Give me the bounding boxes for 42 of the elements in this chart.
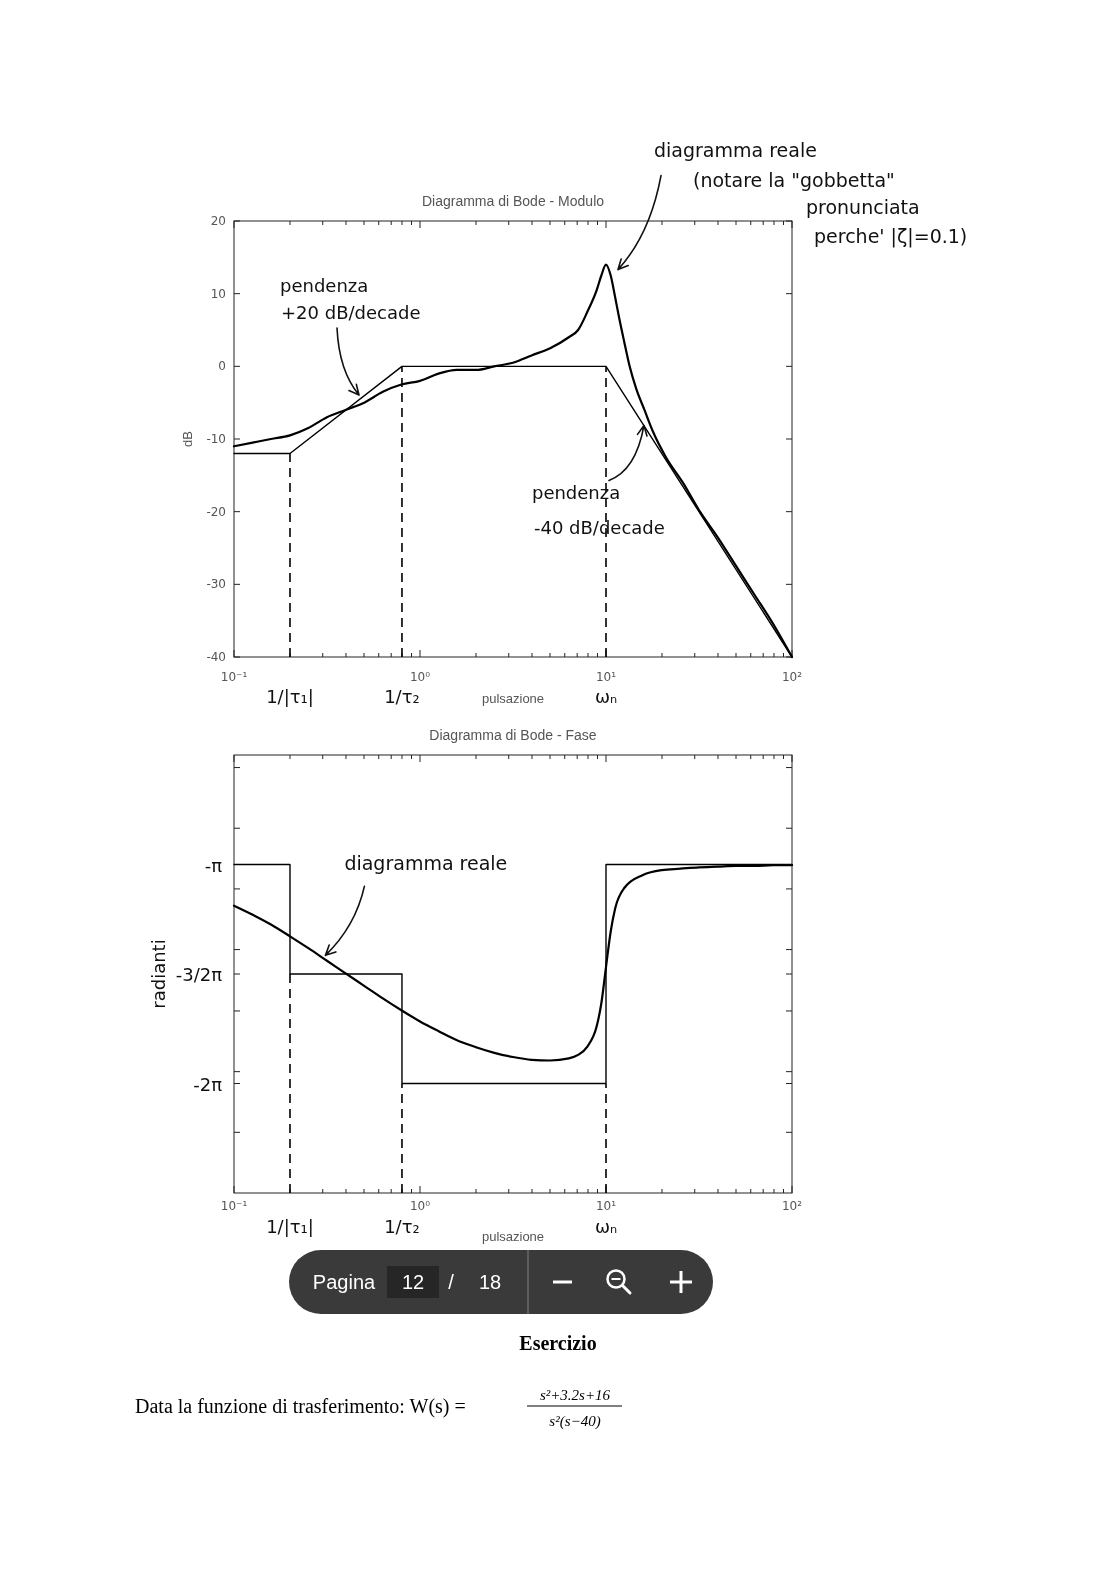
ref-line-label: ωₙ (594, 1216, 618, 1237)
ref-line-label: ωₙ (594, 686, 618, 707)
y-tick-label: 10 (210, 286, 226, 301)
y-tick-label: 0 (218, 359, 226, 374)
y-tick-label: 20 (210, 214, 226, 228)
text: Esercizio (519, 1332, 597, 1354)
annotation: diagramma reale (notare la "gobbetta" pronunciata perche' |ζ|=0.1) (654, 138, 968, 248)
annotation: diagramma reale (344, 852, 508, 875)
x-tick-label: 10¹ (595, 1199, 617, 1213)
text: Data la funzione di trasferimento: W(s) = (135, 1395, 466, 1418)
x-tick-label: 10⁰ (409, 1199, 431, 1213)
x-tick-label: 10² (781, 670, 803, 684)
y-tick-label: -3/2π (175, 963, 223, 985)
x-axis-title: pulsazione (481, 1229, 545, 1244)
x-tick-label: 10⁻¹ (220, 1199, 248, 1213)
ref-line-label: 1/|τ₁| (266, 1216, 314, 1237)
y-tick-label: -30 (206, 577, 226, 592)
x-tick-label: 10⁻¹ (220, 670, 248, 684)
y-tick-label: -40 (206, 650, 226, 664)
annotation: pendenza +20 dB/decade (280, 275, 421, 324)
chart-title: Diagramma di Bode - Modulo (421, 193, 605, 209)
ref-line-label: 1/τ₂ (384, 686, 420, 707)
text: s²+3.2s+16 (539, 1387, 611, 1403)
text: s²(s−40) (549, 1413, 601, 1430)
ref-line-label: 1/τ₂ (384, 1216, 420, 1237)
y-tick-label: -2π (193, 1073, 223, 1094)
y-axis-title: radianti (147, 939, 169, 1009)
ref-line-label: 1/|τ₁| (266, 686, 314, 707)
y-tick-label: -π (204, 854, 223, 875)
y-tick-label: -20 (206, 504, 226, 519)
x-tick-label: 10¹ (595, 670, 617, 684)
text: 18 (478, 1271, 502, 1293)
y-tick-label: -10 (206, 432, 226, 446)
x-tick-label: 10² (781, 1199, 803, 1213)
chart-title: Diagramma di Bode - Fase (429, 727, 597, 743)
text: / (448, 1271, 455, 1293)
y-axis-title: dB (179, 431, 195, 447)
text: Pagina (312, 1271, 377, 1293)
annotation: pendenza -40 dB/decade (531, 482, 665, 539)
x-tick-label: 10⁰ (409, 670, 431, 684)
text: 12 (401, 1271, 425, 1293)
x-axis-title: pulsazione (481, 691, 545, 706)
